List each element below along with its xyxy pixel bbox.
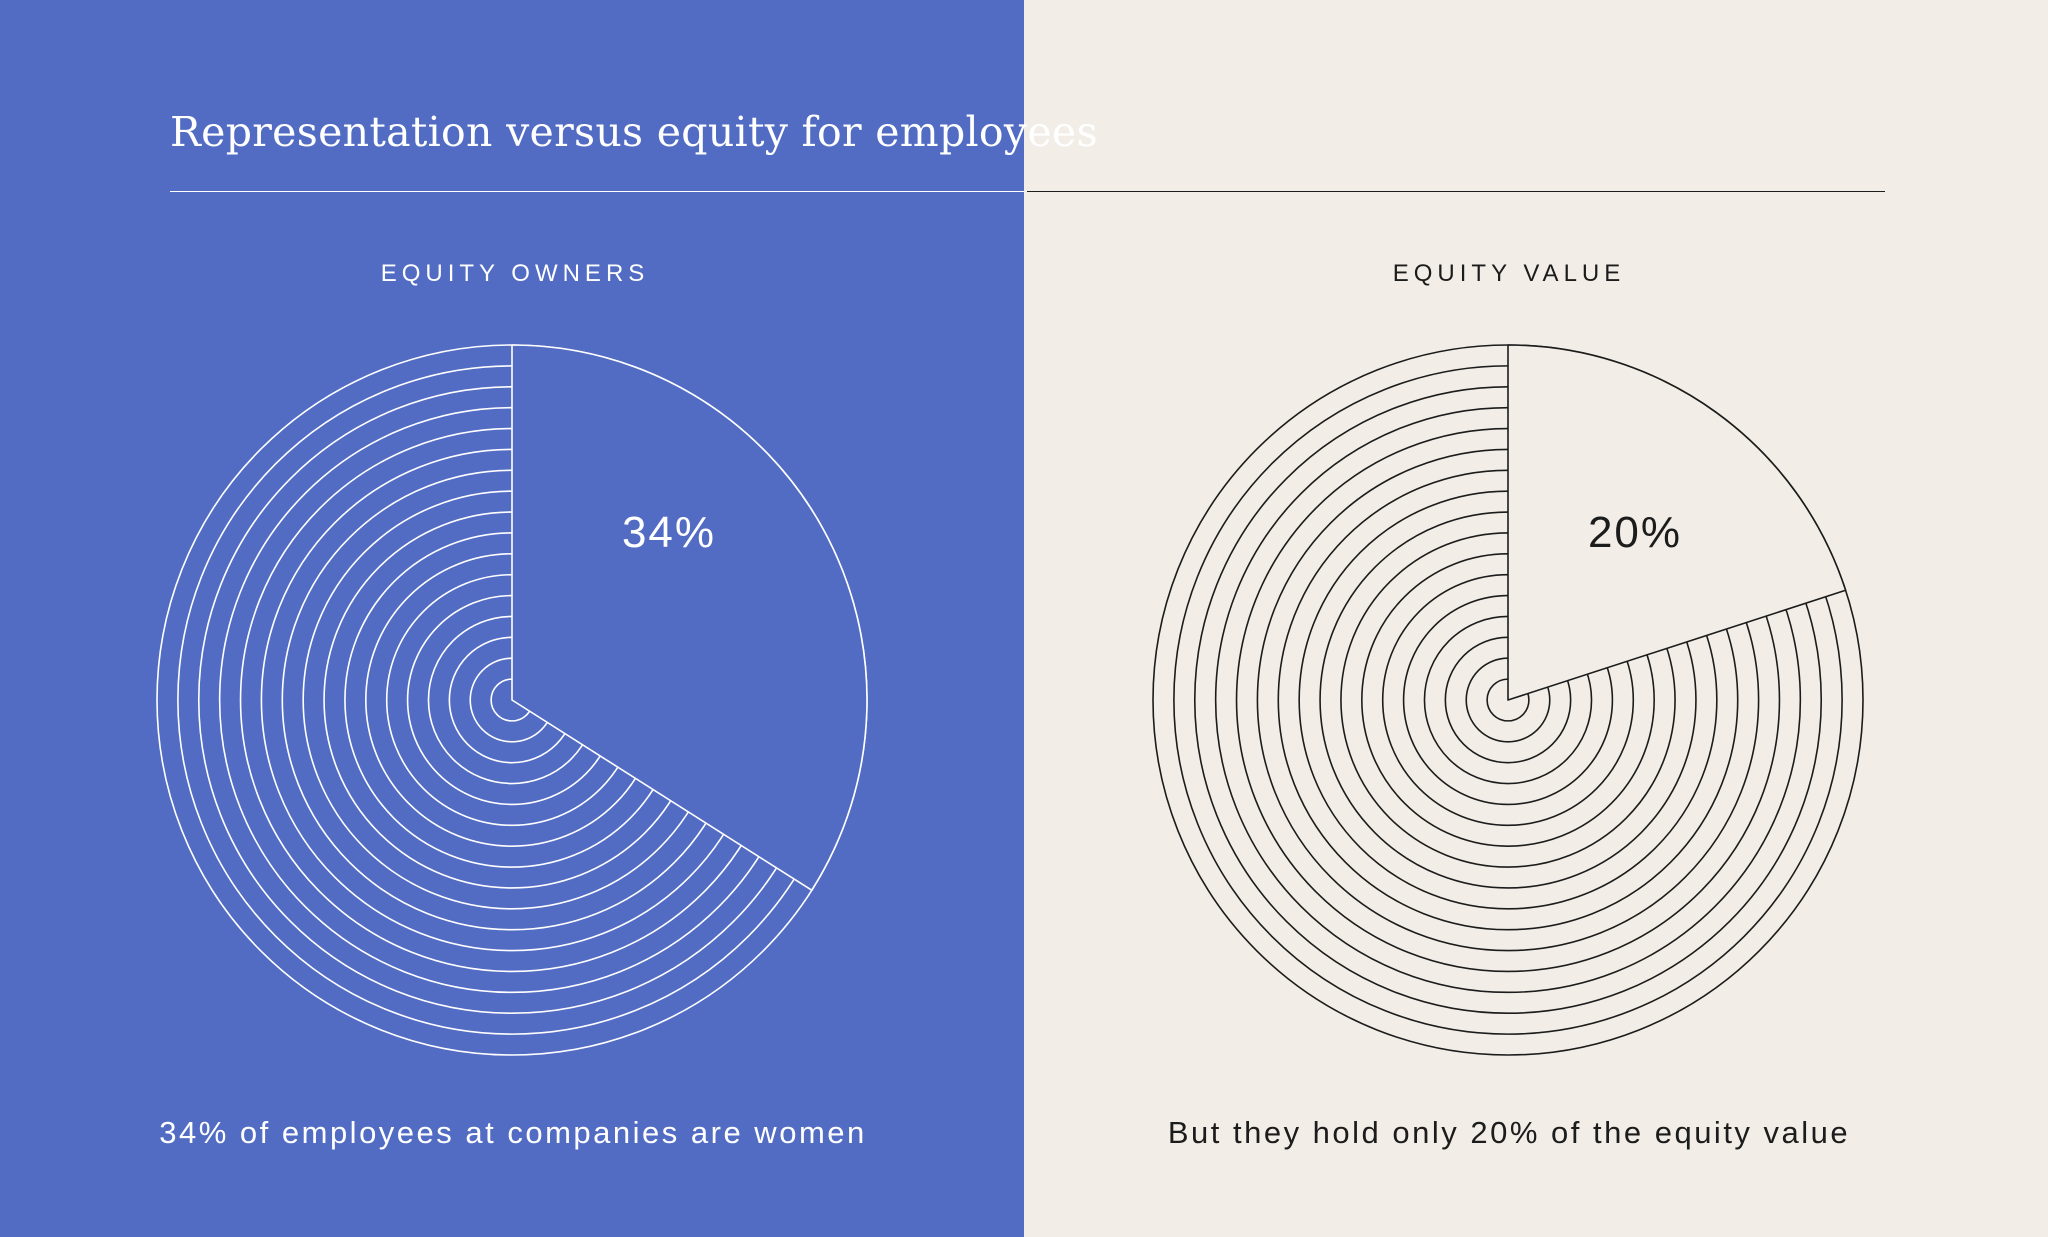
highlight-slice: [1507, 344, 1847, 701]
data-label-equity-value: 20%: [1587, 508, 1683, 557]
pie-chart-equity-owners: [156, 344, 868, 1056]
pie-chart-equity-value: [1152, 344, 1864, 1056]
data-label-equity-owners: 34%: [621, 508, 717, 557]
caption-equity-owners: 34% of employees at companies are women: [159, 1115, 867, 1150]
chart-title-equity-owners: EQUITY OWNERS: [380, 260, 650, 287]
chart-title-equity-value: EQUITY VALUE: [1392, 260, 1626, 287]
caption-equity-value: But they hold only 20% of the equity val…: [1167, 1115, 1851, 1150]
page-title: Representation versus equity for employe…: [170, 108, 1098, 156]
title-divider-right: [1027, 191, 1885, 192]
highlight-slice: [511, 344, 868, 892]
title-divider-left: [170, 191, 1024, 192]
